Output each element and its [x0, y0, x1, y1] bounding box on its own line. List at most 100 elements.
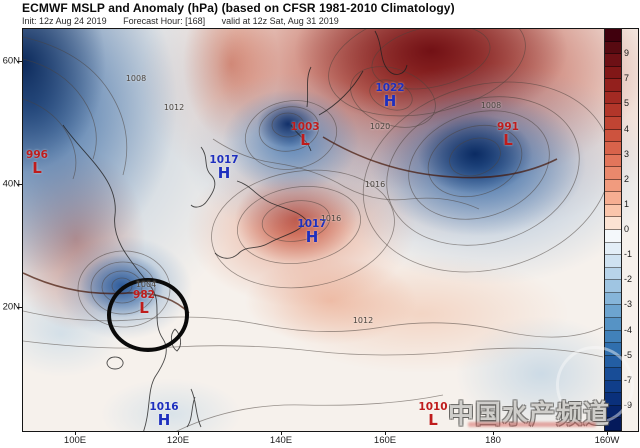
watermark-url-strip [468, 422, 596, 427]
colorbar-segment [605, 116, 621, 130]
lat-axis-tick [17, 184, 22, 185]
lon-axis-tick [281, 431, 282, 435]
pressure-letter: H [305, 227, 319, 246]
colorbar-segment [605, 230, 621, 243]
init-time: Init: 12z Aug 24 2019 [22, 16, 107, 26]
colorbar-tick-label: 0 [624, 224, 630, 234]
lon-axis-tick [385, 431, 386, 435]
pressure-letter: L [428, 410, 438, 429]
lon-axis-tick [493, 431, 494, 435]
chart-title: ECMWF MSLP and Anomaly (hPa) (based on C… [22, 1, 455, 15]
colorbar-tick-label: -1 [624, 249, 633, 260]
colorbar-segment [605, 204, 621, 218]
colorbar-segment [605, 142, 621, 155]
colorbar-segment [605, 79, 621, 92]
colorbar-segment [605, 129, 621, 143]
contour-label: 1004 [135, 280, 157, 289]
pressure-value: 1003 [290, 121, 320, 133]
lat-axis-tick [17, 61, 22, 62]
colorbar-segment [605, 29, 621, 42]
colorbar-segment [605, 154, 621, 168]
colorbar-segment [605, 292, 621, 306]
colorbar-segment [605, 267, 621, 281]
pressure-letter: H [157, 410, 171, 429]
valid-time: valid at 12z Sat, Aug 31 2019 [221, 16, 339, 26]
colorbar-tick-label: 5 [624, 98, 630, 109]
pressure-center-high: 1017 H [209, 155, 238, 181]
pressure-center-high: 1017 H [297, 219, 326, 245]
bold-isobar-contours [23, 136, 558, 314]
colorbar-segment [605, 317, 621, 331]
colorbar-segment [605, 192, 621, 205]
contour-label: 1012 [163, 103, 185, 112]
colorbar-segment [605, 280, 621, 293]
map-canvas: 996 L 1017 H 1003 L 1022 H 991 L 1017 H 982 L 1016 H 101… [22, 28, 639, 432]
pressure-letter: L [139, 298, 149, 317]
lat-axis-label: 40N [2, 178, 20, 190]
watermark-text: 中国水产频道 [448, 400, 611, 430]
colorbar-segment [605, 179, 621, 193]
pressure-value: 1017 [297, 218, 327, 230]
colorbar-segment [605, 305, 621, 318]
pressure-center-low: 991 L [497, 122, 519, 148]
contour-label: 1012 [352, 316, 374, 325]
pressure-value: 1010 [418, 401, 448, 413]
pressure-value: 1022 [375, 82, 405, 94]
isobar-contours [23, 29, 612, 431]
lon-axis-label: 180 [485, 435, 501, 446]
colorbar-tick-label: 4 [624, 123, 630, 134]
colorbar-tick-label: -3 [624, 299, 633, 310]
contour-label: 1016 [364, 180, 386, 189]
colorbar-segment [605, 54, 621, 67]
pressure-letter: H [217, 163, 231, 182]
pressure-letter: L [503, 130, 513, 149]
pressure-value: 1017 [209, 154, 239, 166]
colorbar-tick-label: -5 [624, 349, 633, 360]
pressure-center-low: 982 L [133, 290, 155, 316]
pressure-value: 991 [497, 121, 519, 133]
lon-axis-label: 160E [373, 435, 397, 446]
colorbar-tick-label: -4 [624, 324, 633, 335]
contour-label: 1020 [369, 122, 391, 131]
chart-subtitle: Init: 12z Aug 24 2019 Forecast Hour: [16… [22, 16, 622, 26]
forecast-hour: Forecast Hour: [168] [123, 16, 206, 26]
colorbar-tick-label: -2 [624, 274, 633, 285]
lat-axis-label: 20N [2, 301, 20, 313]
pressure-letter: L [300, 130, 310, 149]
header: ECMWF MSLP and Anomaly (hPa) (based on C… [22, 1, 622, 26]
colorbar-segment [605, 217, 621, 230]
pressure-letter: L [32, 158, 42, 177]
pressure-value: 982 [133, 289, 155, 301]
lon-axis-tick [178, 431, 179, 435]
annotation-circle [107, 278, 189, 352]
colorbar-tick-label: 3 [624, 148, 630, 159]
colorbar-segment [605, 330, 621, 344]
coastline-paths [62, 30, 408, 431]
contour-label: 1008 [125, 74, 147, 83]
lon-axis-label: 120E [166, 435, 190, 446]
contour-label: 1016 [320, 214, 342, 223]
contour-overlay [23, 29, 612, 431]
lat-axis-tick [17, 307, 22, 308]
colorbar-segment [605, 167, 621, 180]
pressure-center-low: 1003 L [290, 122, 319, 148]
colorbar-segment [605, 255, 621, 268]
colorbar-segment [605, 91, 621, 105]
colorbar-tick-label: 2 [624, 173, 630, 184]
colorbar-segment [605, 242, 621, 256]
lon-axis-label: 140E [269, 435, 293, 446]
pressure-center-low: 996 L [26, 150, 48, 176]
colorbar-segment [605, 104, 621, 117]
colorbar-segment [605, 418, 621, 431]
colorbar-segment [605, 66, 621, 80]
colorbar-tick-label: 1 [624, 198, 630, 209]
lon-axis-label: 160W [594, 435, 620, 446]
contour-label: 1008 [480, 101, 502, 110]
pressure-letter: H [383, 91, 397, 110]
pressure-value: 996 [26, 149, 48, 161]
pressure-center-high: 1016 H [149, 402, 178, 428]
lon-axis-tick [607, 431, 608, 435]
lon-axis-label: 100E [63, 435, 87, 446]
pressure-value: 1016 [149, 401, 179, 413]
